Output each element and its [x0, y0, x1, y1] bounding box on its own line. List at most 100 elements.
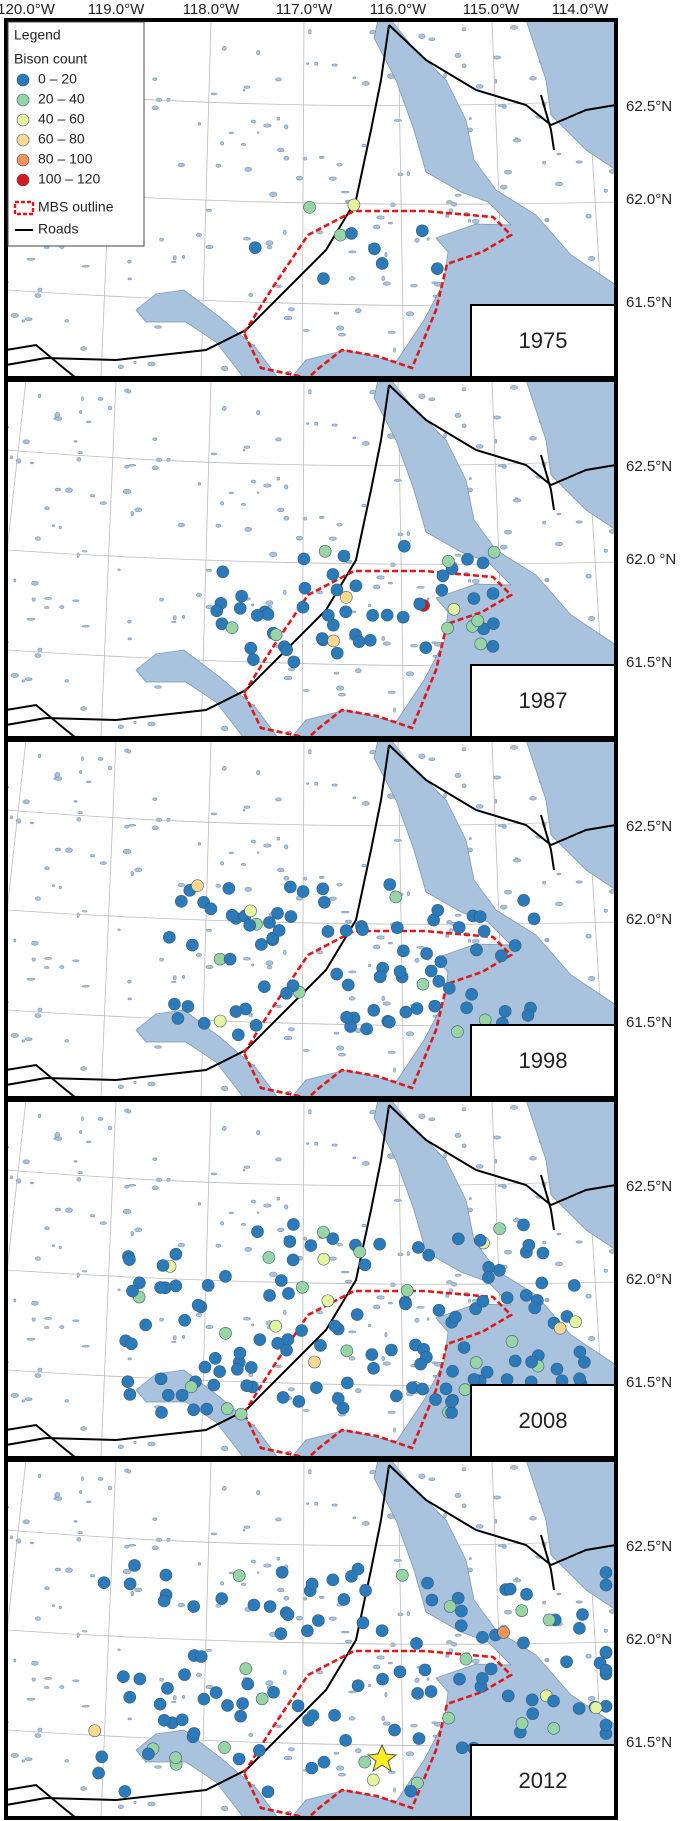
- year-box: [470, 1744, 617, 1819]
- bison-point: [221, 1699, 234, 1712]
- bison-point: [126, 1284, 139, 1298]
- bison-point: [186, 938, 199, 952]
- bison-point: [317, 1252, 331, 1266]
- bison-point: [441, 621, 454, 635]
- bison-point: [397, 539, 411, 553]
- bison-point: [505, 1335, 519, 1348]
- bison-point: [184, 1380, 198, 1394]
- bison-point: [326, 1232, 340, 1245]
- bison-point: [123, 1388, 137, 1401]
- bison-point: [599, 1645, 613, 1659]
- bison-point: [118, 1785, 132, 1798]
- bison-point: [385, 1343, 398, 1357]
- bison-point: [232, 1752, 246, 1766]
- latitude-label: 61.5°N: [626, 1374, 672, 1391]
- bison-point: [443, 1600, 457, 1613]
- bison-point: [123, 1690, 137, 1704]
- bison-point: [231, 1362, 244, 1376]
- bison-point: [169, 1751, 182, 1765]
- bison-point: [515, 1717, 529, 1730]
- legend-box: [7, 21, 145, 247]
- bison-point: [303, 200, 316, 214]
- bison-point: [133, 1276, 146, 1290]
- legend-roads: Roads: [38, 221, 78, 237]
- legend-swatch: [16, 133, 30, 147]
- map-panel: 2008: [4, 1098, 618, 1460]
- bison-point: [418, 1663, 432, 1677]
- bison-point: [476, 1671, 489, 1685]
- bison-point: [476, 556, 490, 570]
- bison-point: [194, 1650, 208, 1663]
- bison-point: [156, 1259, 170, 1272]
- bison-point: [197, 1692, 211, 1706]
- latitude-label: 62.5°N: [626, 98, 672, 115]
- bison-point: [280, 1343, 293, 1357]
- bison-point: [232, 1569, 246, 1583]
- star-marker: [366, 1743, 398, 1773]
- bison-point: [471, 614, 484, 627]
- bison-point: [383, 1015, 396, 1029]
- bison-point: [412, 1241, 425, 1254]
- legend-swatch: [16, 113, 30, 127]
- bison-point: [503, 1582, 517, 1596]
- bison-point: [244, 641, 258, 655]
- bison-point: [467, 592, 481, 605]
- bison-point: [123, 1253, 136, 1266]
- bison-point: [191, 879, 204, 892]
- bison-point: [351, 1679, 365, 1692]
- bison-point: [92, 1766, 105, 1780]
- bison-point: [161, 1388, 175, 1402]
- bison-point: [404, 1784, 418, 1798]
- latitude-label: 62.0°N: [626, 191, 672, 208]
- bison-point: [207, 1378, 221, 1392]
- bison-point: [527, 912, 541, 926]
- bison-point: [283, 880, 297, 894]
- bison-point: [337, 549, 351, 563]
- bison-point: [458, 1383, 472, 1396]
- bison-point: [187, 1600, 200, 1613]
- bison-point: [411, 1687, 424, 1700]
- bison-point: [223, 952, 237, 966]
- map-panel: 1998: [4, 738, 618, 1100]
- bison-point: [525, 1693, 539, 1707]
- bison-point: [301, 1624, 314, 1638]
- bison-point: [428, 999, 442, 1013]
- bison-point: [442, 1711, 455, 1725]
- bison-point: [284, 910, 298, 923]
- bison-point: [241, 1677, 255, 1691]
- legend: Legend Bison count 0 – 20 20 – 40 40 – 60 60 …: [7, 21, 145, 247]
- legend-swatch: [16, 153, 30, 167]
- bison-point: [281, 1608, 295, 1621]
- legend-swatch: [16, 173, 30, 187]
- bison-point: [476, 1631, 489, 1644]
- bison-point: [233, 602, 247, 615]
- bison-point: [453, 1672, 466, 1686]
- bison-point: [410, 1637, 423, 1650]
- bison-point: [424, 1685, 438, 1698]
- bison-point: [315, 632, 329, 645]
- bison-point: [316, 882, 330, 896]
- bison-point: [474, 637, 488, 651]
- bison-point: [495, 949, 508, 963]
- bison-point: [220, 1402, 234, 1415]
- bison-point: [461, 553, 474, 566]
- bison-point: [435, 583, 449, 597]
- bison-point: [359, 1584, 372, 1597]
- bison-point: [345, 1570, 358, 1583]
- bison-point: [442, 555, 455, 568]
- bison-point: [247, 1598, 261, 1612]
- bison-point: [198, 1360, 212, 1374]
- bison-point: [367, 1361, 380, 1375]
- bison-point: [274, 1627, 288, 1640]
- bison-point: [367, 1003, 381, 1017]
- bison-point: [477, 925, 491, 938]
- bison-point: [187, 1403, 200, 1417]
- bison-point: [155, 1406, 168, 1419]
- bison-point: [431, 262, 444, 275]
- bison-point: [399, 1005, 413, 1019]
- longitude-label: 118.0°W: [183, 1, 240, 18]
- bison-point: [416, 1382, 429, 1396]
- bison-point: [296, 1280, 309, 1294]
- bison-point: [222, 882, 236, 895]
- bison-point: [469, 1356, 483, 1369]
